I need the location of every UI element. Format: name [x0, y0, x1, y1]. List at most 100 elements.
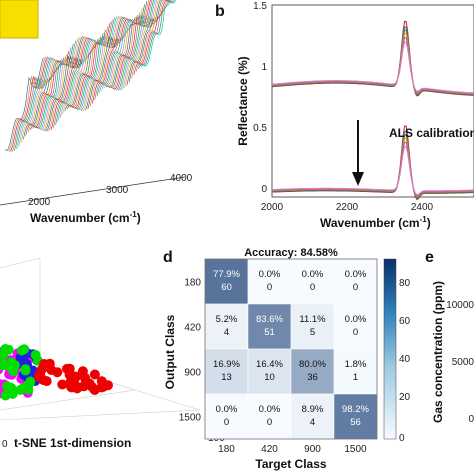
scatter-point-3 [78, 381, 89, 392]
panel-d-ylabel: Output Class [163, 314, 177, 389]
panel-b-xlabel: Wavenumber (cm-1) [320, 215, 431, 230]
waterfall-trace-4 [13, 57, 53, 151]
waterfall-trace-46 [110, 0, 150, 89]
highlight-box [0, 0, 39, 39]
cm-cell-pct: 0.0% [259, 269, 281, 280]
waterfall-trace-3 [11, 57, 51, 152]
cm-cell-pct: 5.2% [216, 314, 238, 325]
panel-a-xtick-3000: 3000 [106, 185, 129, 196]
spectrum-line-lower-2 [271, 134, 474, 199]
cm-cell-count: 0 [310, 282, 315, 293]
panel-b-series [271, 20, 474, 200]
waterfall-trace-19 [48, 37, 88, 132]
scatter-point-2 [6, 357, 17, 368]
waterfall-trace-47 [113, 0, 151, 90]
scatter-point-2 [8, 366, 19, 377]
scatter-point-2 [20, 365, 31, 376]
cm-cell-pct: 8.9% [302, 404, 324, 415]
panel-b-xtick-2400: 2400 [411, 202, 434, 213]
panel-a-xtick-2000: 2000 [28, 197, 51, 208]
panel-b-label: b [215, 3, 225, 20]
colorbar-tick-40: 40 [399, 354, 411, 365]
cm-cell [204, 393, 249, 440]
cm-cell-pct: 0.0% [216, 404, 238, 415]
scatter-point-2 [0, 344, 11, 354]
cm-ytick: 420 [184, 323, 201, 334]
waterfall-trace-17 [43, 36, 83, 132]
waterfall-trace-21 [52, 38, 92, 128]
panel-a-xlabel: Wavenumber (cm-1) [30, 210, 141, 225]
panel-c-xtick-partial: 0 [2, 439, 8, 450]
waterfall-trace-20 [50, 37, 90, 130]
panel-a: 2000 3000 4000 Wavenumber (cm-1) [0, 0, 193, 225]
waterfall-trace-22 [55, 39, 95, 125]
cm-cell-pct: 16.9% [213, 359, 240, 370]
waterfall-trace-30 [73, 19, 113, 109]
waterfall-trace-23 [57, 39, 97, 122]
scatter-point-3 [80, 372, 90, 383]
waterfall-trace-15 [39, 38, 79, 130]
cm-cell [247, 348, 292, 395]
panel-e-ytick-5000: 5000 [452, 357, 474, 368]
cm-cell-count: 1 [353, 372, 358, 383]
cm-cell-count: 10 [264, 372, 275, 383]
cm-cell-count: 4 [310, 417, 315, 428]
colorbar-tick-60: 60 [399, 316, 411, 327]
cm-cell-pct: 0.0% [345, 314, 367, 325]
colorbar-tick-20: 20 [399, 392, 411, 403]
scatter-point-3 [87, 381, 97, 392]
waterfall-trace-31 [76, 17, 116, 110]
panel-e-label: e [425, 249, 434, 266]
spectrum-line-lower-4 [271, 141, 474, 197]
scatter-point-2 [0, 390, 11, 401]
panel-e-ylabel: Gas concentration (ppm) [431, 281, 445, 423]
waterfall-trace-53 [126, 0, 161, 86]
spectrum-line-lower-5 [271, 146, 474, 196]
waterfall-trace-18 [46, 36, 86, 132]
scatter-point-2 [18, 382, 29, 393]
cm-cell-pct: 16.4% [256, 359, 283, 370]
scatter-point-3 [96, 382, 107, 393]
cm-cell-count: 0 [267, 282, 272, 293]
panel-a-x-axis [0, 176, 186, 206]
waterfall-trace-6 [18, 59, 58, 147]
cm-cell-pct: 80.0% [299, 359, 326, 370]
panel-e: e Gas concentration (ppm) 10000 5000 0 [425, 249, 474, 425]
scatter-point-2 [25, 376, 36, 387]
cm-cell-count: 36 [307, 372, 318, 383]
waterfall-trace-2 [9, 56, 49, 152]
waterfall-trace-26 [64, 33, 104, 112]
panel-e-ytick-0: 0 [468, 414, 474, 425]
spectrum-line-upper-5 [271, 41, 474, 94]
cm-cell-pct: 0.0% [302, 269, 324, 280]
panel-d: d Accuracy: 84.58% 77.9% 60 0.0% 0 0.0% 0 0.0%… [163, 247, 411, 471]
cm-xtick: 1500 [344, 444, 367, 455]
waterfall-trace-38 [92, 18, 131, 104]
waterfall-trace-35 [85, 16, 124, 111]
panel-c: 200 100 0 t-SNE 1st-dimension [0, 257, 227, 450]
scatter-point-3 [36, 364, 47, 375]
scatter-point-3 [57, 379, 68, 390]
cm-cell-pct: 1.8% [345, 359, 367, 370]
waterfall-plot [4, 0, 177, 152]
waterfall-trace-56 [133, 0, 172, 75]
spectrum-line-lower-3 [271, 137, 474, 198]
panel-b-xtick-2000: 2000 [261, 202, 284, 213]
panel-b-ytick-0.5: 0.5 [253, 123, 267, 134]
colorbar-ticks: 80 60 40 20 0 [399, 278, 411, 444]
cm-cell-count: 0 [224, 417, 229, 428]
panel-e-ytick-10000: 10000 [446, 300, 474, 311]
cm-cell-count: 0 [353, 282, 358, 293]
panel-a-xtick-4000: 4000 [170, 173, 193, 184]
scatter-point-3 [41, 376, 52, 387]
scatter-point-3 [46, 365, 57, 375]
waterfall-trace-55 [131, 0, 169, 79]
cm-cell-count: 13 [221, 372, 232, 383]
waterfall-trace-54 [128, 0, 167, 83]
colorbar-tick-0: 0 [399, 433, 405, 444]
cm-cell-count: 56 [350, 417, 361, 428]
cm-cell-pct: 77.9% [213, 269, 240, 280]
cm-cell-count: 4 [224, 327, 229, 338]
cm-frame [204, 258, 378, 440]
